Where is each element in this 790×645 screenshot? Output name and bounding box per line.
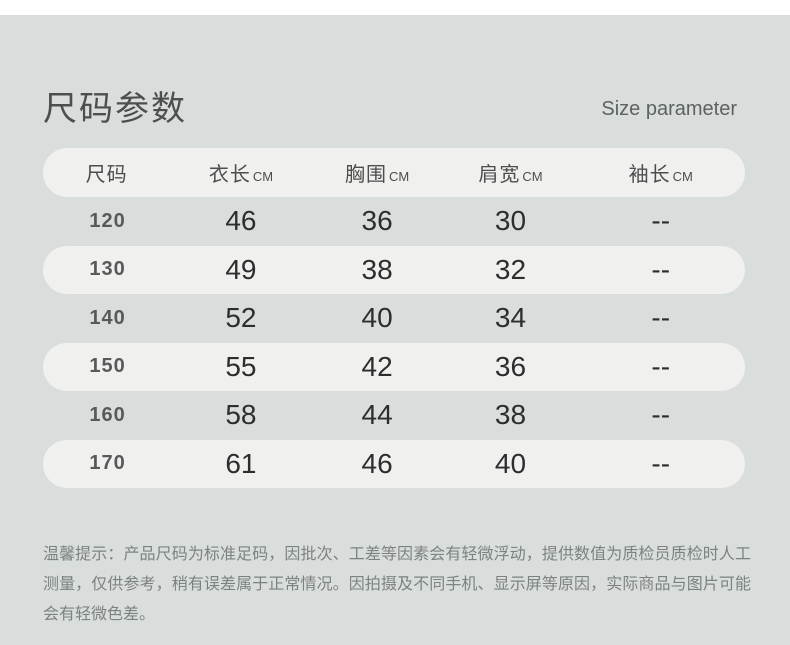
table-row: 150 55 42 36 -- <box>43 342 745 391</box>
table-row: 160 58 44 38 -- <box>43 391 745 440</box>
chest-cell: 36 <box>361 205 393 237</box>
length-cell: 46 <box>225 205 257 237</box>
table-row: 170 61 46 40 -- <box>43 439 745 488</box>
sleeve-cell: -- <box>651 302 671 334</box>
table-row: 120 46 36 30 -- <box>43 197 745 246</box>
sleeve-cell: -- <box>651 205 671 237</box>
sleeve-cell: -- <box>651 399 671 431</box>
length-cell: 52 <box>225 302 257 334</box>
shoulder-cell: 40 <box>494 447 527 479</box>
header-cell-size: 尺码 <box>85 164 128 186</box>
chest-cell: 42 <box>361 350 393 382</box>
shoulder-cell: 36 <box>494 350 527 382</box>
length-cell: 61 <box>225 447 257 479</box>
length-cell: 55 <box>225 350 257 382</box>
chest-cell: 38 <box>361 253 393 285</box>
size-cell: 150 <box>89 355 126 378</box>
table-header-row: 尺码 衣长 CM 胸围 CM 肩宽 CM 袖长 CM <box>43 148 745 197</box>
unit-label: CM <box>252 169 274 184</box>
table-row: 130 49 38 32 -- <box>43 245 745 294</box>
sleeve-cell: -- <box>651 253 671 285</box>
chest-cell: 44 <box>361 399 393 431</box>
size-cell: 160 <box>89 403 126 426</box>
header-cell-shoulder: 肩宽 CM <box>478 164 543 186</box>
page-subtitle: Size parameter <box>601 98 737 120</box>
shoulder-cell: 32 <box>494 253 527 285</box>
size-table: 尺码 衣长 CM 胸围 CM 肩宽 CM 袖长 CM 120 46 36 30 -- 1… <box>43 148 745 488</box>
page-title: 尺码参数 <box>43 89 187 128</box>
header-cell-length: 衣长 CM <box>208 164 274 186</box>
panel-background <box>0 15 790 645</box>
header-cell-chest: 胸围 CM <box>345 164 410 186</box>
warm-tips-note: 温馨提示：产品尺码为标准足码，因批次、工差等因素会有轻微浮动，提供数值为质检员质… <box>43 546 751 623</box>
header-cell-sleeve: 袖长 CM <box>628 164 693 186</box>
length-cell: 58 <box>225 399 257 431</box>
shoulder-cell: 34 <box>494 302 527 334</box>
table-row: 140 52 40 34 -- <box>43 294 745 343</box>
size-cell: 130 <box>89 258 126 281</box>
shoulder-cell: 38 <box>494 399 527 431</box>
unit-label: CM <box>389 169 410 184</box>
size-cell: 140 <box>89 306 126 329</box>
sleeve-cell: -- <box>651 350 671 382</box>
chest-cell: 40 <box>361 302 393 334</box>
size-cell: 170 <box>89 452 126 475</box>
unit-label: CM <box>522 169 543 184</box>
length-cell: 49 <box>225 253 257 285</box>
shoulder-cell: 30 <box>494 205 527 237</box>
chest-cell: 46 <box>361 447 393 479</box>
unit-label: CM <box>672 169 693 184</box>
size-cell: 120 <box>89 209 126 232</box>
sleeve-cell: -- <box>651 447 671 479</box>
